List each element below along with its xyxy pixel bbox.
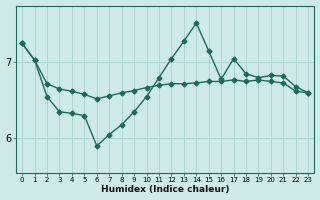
X-axis label: Humidex (Indice chaleur): Humidex (Indice chaleur) [101,185,229,194]
